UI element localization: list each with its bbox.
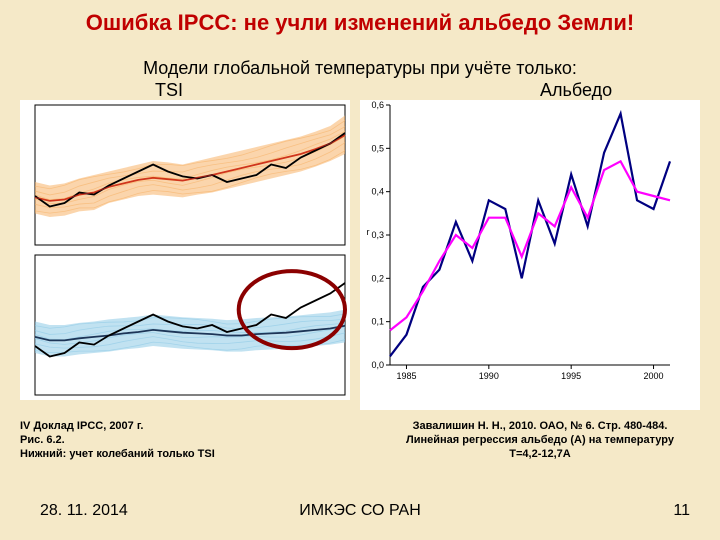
svg-text:1990: 1990 (479, 371, 499, 381)
caption-right-l1: Завалишин Н. Н., 2010. ОАО, № 6. Стр. 48… (390, 420, 690, 434)
svg-text:0,1: 0,1 (371, 317, 384, 327)
albedo-label: Альбедо (540, 80, 612, 101)
caption-left-l3: Нижний: учет колебаний только TSI (20, 448, 215, 462)
svg-text:0,0: 0,0 (371, 360, 384, 370)
caption-left-l2: Рис. 6.2. (20, 434, 215, 448)
svg-text:0,4: 0,4 (371, 187, 384, 197)
svg-text:r: r (367, 227, 370, 237)
right-chart-svg: 0,0 0,1 0,2 0,3 0,4 0,5 0,6 1985 1990 1995 2000 r (360, 100, 700, 410)
caption-right-l2: Линейная регрессия альбедо (А) на темпер… (390, 434, 690, 448)
footer-center: ИМКЭС СО РАН (0, 502, 720, 520)
svg-text:0,6: 0,6 (371, 100, 384, 110)
caption-left-l1: IV Доклад IPCC, 2007 г. (20, 420, 215, 434)
caption-right-l3: T=4,2-12,7A (390, 448, 690, 462)
svg-text:0,5: 0,5 (371, 143, 384, 153)
left-chart-svg (20, 100, 350, 400)
page-title: Ошибка IPCC: не учли изменений альбедо З… (0, 10, 720, 36)
svg-text:1995: 1995 (561, 371, 581, 381)
right-chart-panel: 0,0 0,1 0,2 0,3 0,4 0,5 0,6 1985 1990 1995 2000 r (360, 100, 700, 410)
tsi-label: TSI (155, 80, 183, 101)
footer-page: 11 (673, 502, 690, 520)
albedo-regression (390, 161, 670, 330)
svg-text:0,2: 0,2 (371, 273, 384, 283)
caption-left: IV Доклад IPCC, 2007 г. Рис. 6.2. Нижний… (20, 420, 215, 461)
svg-text:0,3: 0,3 (371, 230, 384, 240)
caption-right: Завалишин Н. Н., 2010. ОАО, № 6. Стр. 48… (390, 420, 690, 461)
svg-text:1985: 1985 (396, 371, 416, 381)
left-chart-panel (20, 100, 350, 400)
subtitle: Модели глобальной температуры при учёте … (0, 58, 720, 79)
svg-text:2000: 2000 (644, 371, 664, 381)
